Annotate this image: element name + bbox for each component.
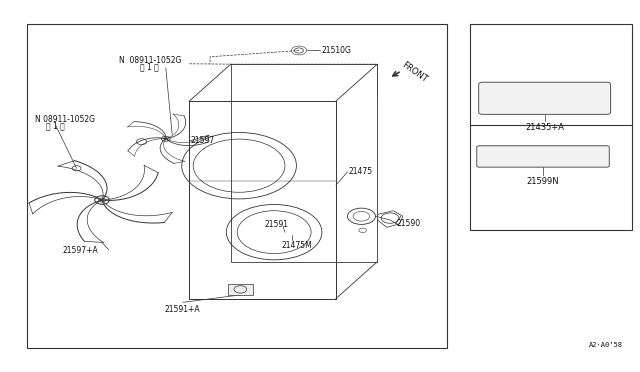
Text: A2·A0’58: A2·A0’58 — [589, 342, 623, 348]
Text: FRONT: FRONT — [399, 60, 428, 84]
Bar — [470, 23, 632, 230]
Text: 21597+A: 21597+A — [63, 246, 99, 255]
Text: 〈 1 〉: 〈 1 〉 — [140, 63, 159, 72]
Text: N  08911-1052G: N 08911-1052G — [119, 56, 182, 65]
Text: 21475M: 21475M — [282, 241, 312, 250]
Text: 21590: 21590 — [396, 219, 420, 228]
Text: 21597: 21597 — [191, 137, 215, 145]
Text: N 08911-1052G: N 08911-1052G — [35, 115, 95, 124]
Text: CAUTION        HOT  RH  GRADE: CAUTION HOT RH GRADE — [487, 150, 547, 153]
Text: see label ... caution: see label ... caution — [525, 105, 564, 108]
Text: 21599N: 21599N — [527, 177, 559, 186]
Bar — [27, 23, 447, 349]
Text: ANTI-FREEZE SOLUTION INFORMATION: ANTI-FREEZE SOLUTION INFORMATION — [507, 88, 582, 92]
Text: 21435+A: 21435+A — [525, 123, 564, 132]
Text: （ 1 ）: （ 1 ） — [46, 121, 65, 131]
FancyBboxPatch shape — [479, 82, 611, 114]
Text: 21510G: 21510G — [322, 46, 352, 55]
Circle shape — [164, 138, 168, 140]
Circle shape — [99, 198, 106, 202]
Text: 21591: 21591 — [264, 220, 289, 229]
Bar — [228, 284, 253, 295]
FancyBboxPatch shape — [477, 146, 609, 167]
Text: 21475: 21475 — [349, 167, 372, 176]
Text: For mix ratio etc., see label on surge tank: For mix ratio etc., see label on surge t… — [504, 96, 586, 100]
Text: 21591+A: 21591+A — [164, 305, 200, 314]
